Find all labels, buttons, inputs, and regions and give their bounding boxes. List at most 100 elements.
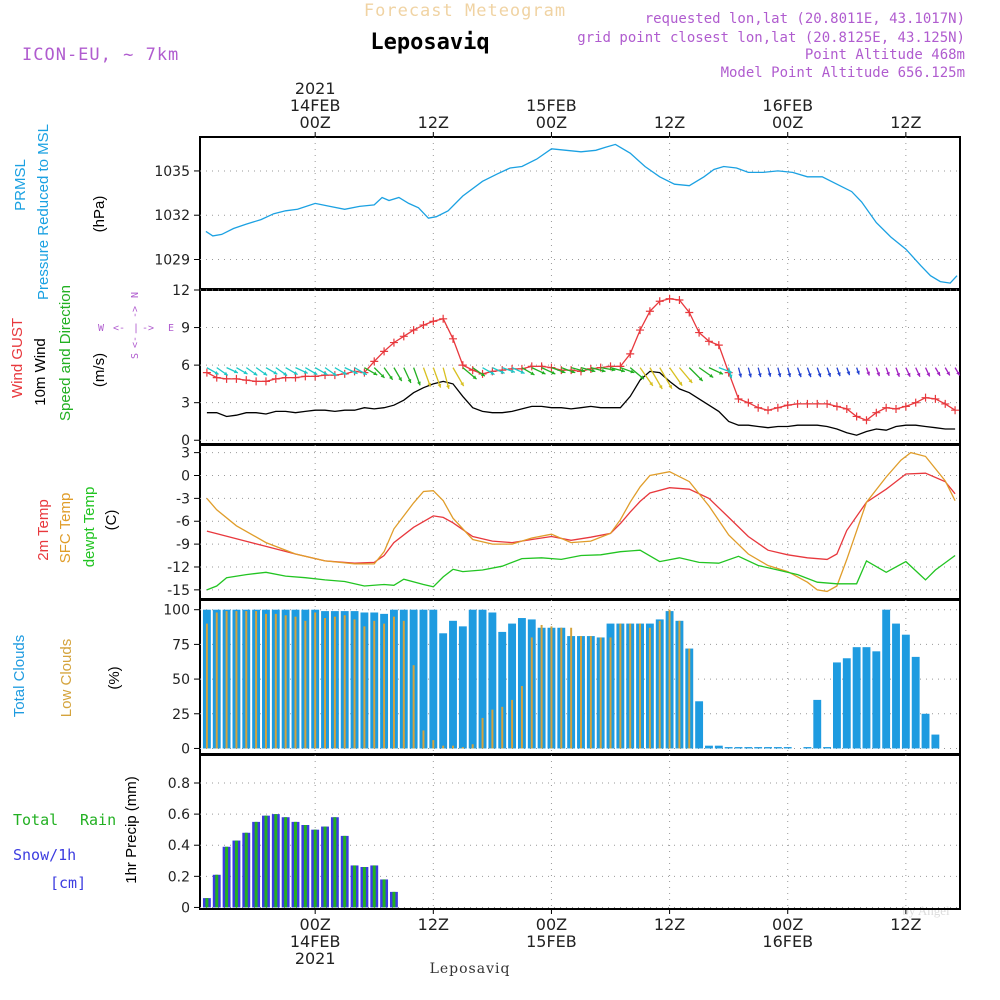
wind-direction-arrowhead bbox=[223, 371, 228, 376]
wind-direction-arrowhead bbox=[253, 371, 258, 376]
wind-direction-arrowhead bbox=[243, 370, 248, 375]
gust-point-marker bbox=[449, 334, 458, 343]
rain-bar bbox=[225, 846, 229, 908]
temp-unit: (C) bbox=[103, 510, 120, 531]
rain-bar bbox=[284, 817, 288, 908]
low-clouds-bar bbox=[284, 615, 287, 749]
wind-panel: 0 3 6 9 12 Wind GUST 10m Wind Speed and Dire… bbox=[9, 283, 961, 449]
time-axis-label: 15FEB bbox=[526, 96, 577, 115]
y-tick-label: 0 bbox=[181, 468, 190, 484]
total-clouds-bar bbox=[744, 747, 753, 749]
rain-bar bbox=[303, 825, 307, 908]
wind-direction-arrowhead bbox=[738, 373, 743, 378]
low-clouds-bar bbox=[511, 699, 514, 749]
pressure-panel-frame bbox=[199, 136, 961, 290]
low-clouds-bar bbox=[255, 611, 258, 749]
low-clouds-bar bbox=[501, 706, 504, 749]
time-axis-label: 00Z bbox=[300, 113, 331, 132]
wind-grid: 0 3 6 9 12 bbox=[172, 283, 960, 449]
total-clouds-bar bbox=[419, 609, 428, 749]
total-clouds-bar bbox=[823, 747, 832, 749]
gust-point-marker bbox=[636, 326, 645, 335]
gust-point-marker bbox=[714, 341, 723, 350]
series-line bbox=[206, 472, 956, 564]
gust-point-marker bbox=[399, 332, 408, 341]
wind-direction-arrowhead bbox=[787, 373, 792, 378]
low-clouds-bar bbox=[589, 636, 592, 749]
wind-direction-arrowhead bbox=[362, 371, 367, 375]
gust-point-marker bbox=[675, 296, 684, 305]
y-tick-label: 100 bbox=[163, 603, 190, 619]
gust-point-marker bbox=[941, 399, 950, 408]
wind-direction-arrowhead bbox=[446, 384, 450, 389]
wind-direction-arrowhead bbox=[373, 371, 378, 376]
total-clouds-bar bbox=[508, 623, 517, 749]
low-clouds-bar bbox=[648, 627, 651, 749]
wind10m-label: 10m Wind bbox=[32, 338, 49, 406]
gust-point-marker bbox=[409, 326, 418, 335]
wind-direction-arrowhead bbox=[551, 370, 556, 375]
pressure-grid: 1029 1032 1035 bbox=[154, 137, 960, 289]
wind-direction-arrowhead bbox=[719, 370, 724, 375]
gust-point-marker bbox=[212, 373, 221, 382]
wind-direction-arrowhead bbox=[417, 381, 421, 386]
direction-center: | bbox=[133, 323, 139, 334]
gust-point-marker bbox=[773, 403, 782, 412]
time-axis-label: 2021 bbox=[295, 949, 336, 968]
gust-point-marker bbox=[537, 362, 546, 371]
gust-point-marker bbox=[439, 314, 448, 323]
total-clouds-bar bbox=[724, 747, 733, 749]
low-clouds-bar bbox=[530, 637, 533, 749]
wind-direction-arrowhead bbox=[798, 373, 802, 378]
y-tick-label: -6 bbox=[176, 514, 190, 530]
pressure-unit: (hPa) bbox=[91, 196, 108, 233]
low-clouds-bar bbox=[668, 609, 671, 749]
precip-panel-frame bbox=[199, 754, 961, 910]
low-clouds-bar bbox=[412, 665, 415, 749]
pressure-panel: 1029 1032 1035 PRMSL Pressure Reduced to M… bbox=[12, 124, 961, 300]
product-title: Forecast Meteogram bbox=[364, 1, 566, 21]
rain-bar bbox=[244, 832, 248, 908]
total-clouds-bar bbox=[429, 609, 438, 749]
y-tick-label: 0 bbox=[181, 900, 190, 916]
precip-series bbox=[202, 814, 398, 908]
wind-direction-arrowhead bbox=[916, 372, 921, 377]
wind-direction-arrow bbox=[639, 367, 654, 387]
total-clouds-bar bbox=[852, 647, 861, 749]
wind-direction-arrowhead bbox=[906, 372, 911, 377]
precip-panel: 0 0.2 0.4 0.6 0.8 Total Rain Snow/1h [cm] 1h… bbox=[13, 754, 961, 916]
wind-unit: (m/s) bbox=[91, 353, 108, 387]
dewpt-label: dewpt Temp bbox=[81, 487, 98, 568]
time-axis-label: 14FEB bbox=[290, 932, 341, 951]
direction-south: S bbox=[130, 353, 141, 359]
time-axis-label: 00Z bbox=[772, 915, 803, 934]
gust-point-marker bbox=[370, 357, 379, 366]
gust-point-marker bbox=[882, 403, 891, 412]
time-axis-label: 12Z bbox=[654, 915, 685, 934]
wind-direction-arrowhead bbox=[757, 373, 762, 378]
time-axis-label: 00Z bbox=[772, 113, 803, 132]
wind-direction-arrowhead bbox=[767, 372, 772, 377]
wind-direction-arrowhead bbox=[748, 373, 752, 378]
clouds-series bbox=[202, 609, 940, 749]
time-axis-label: 12Z bbox=[418, 113, 449, 132]
low-clouds-bar bbox=[442, 745, 445, 749]
wind-direction-arrowhead bbox=[313, 371, 318, 375]
y-tick-label: 0.6 bbox=[168, 807, 190, 823]
gust-point-marker bbox=[744, 398, 753, 407]
wind-direction-arrowhead bbox=[233, 369, 238, 374]
low-clouds-bar bbox=[205, 623, 208, 749]
low-clouds-bar bbox=[599, 637, 602, 749]
temperature-panel-frame bbox=[199, 444, 961, 600]
gust-point-marker bbox=[645, 307, 654, 316]
wind-series bbox=[202, 294, 961, 436]
y-tick-label: 1032 bbox=[154, 208, 190, 224]
gust-point-marker bbox=[921, 393, 930, 402]
gust-point-marker bbox=[754, 403, 763, 412]
wind-direction-arrowhead bbox=[480, 372, 485, 377]
low-clouds-bar bbox=[245, 611, 248, 749]
rain-bar bbox=[254, 821, 258, 908]
gust-point-marker bbox=[242, 376, 251, 385]
gust-point-marker bbox=[655, 297, 664, 306]
